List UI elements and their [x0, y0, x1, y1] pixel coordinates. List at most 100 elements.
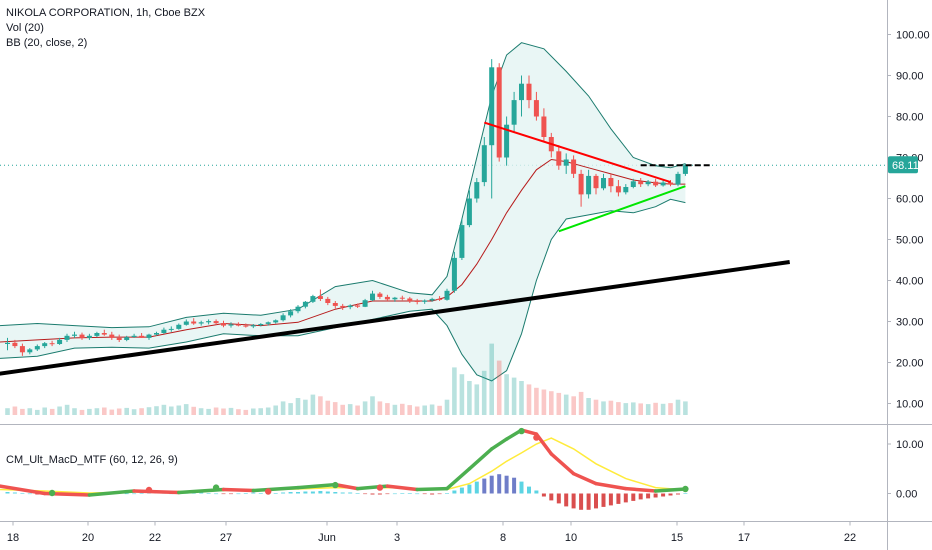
candle[interactable]: [399, 297, 405, 299]
candle[interactable]: [682, 165, 688, 174]
candle[interactable]: [221, 323, 226, 326]
candle[interactable]: [176, 324, 182, 329]
candle[interactable]: [459, 225, 465, 258]
candle[interactable]: [429, 298, 435, 301]
candle[interactable]: [392, 297, 398, 300]
candle[interactable]: [466, 198, 472, 226]
candle[interactable]: [101, 333, 107, 335]
macd-indicator-label[interactable]: CM_Ult_MacD_MTF (60, 12, 26, 9): [6, 454, 178, 466]
candle[interactable]: [12, 342, 18, 347]
candle[interactable]: [79, 334, 85, 338]
candle[interactable]: [489, 67, 495, 146]
candle[interactable]: [347, 305, 353, 308]
candle[interactable]: [384, 296, 390, 300]
candle[interactable]: [124, 337, 130, 340]
candle[interactable]: [27, 349, 33, 353]
candle[interactable]: [608, 178, 614, 187]
candle[interactable]: [161, 329, 167, 333]
candle[interactable]: [481, 145, 487, 183]
candle[interactable]: [593, 175, 599, 189]
candle[interactable]: [451, 257, 457, 291]
candle[interactable]: [295, 306, 301, 312]
candle[interactable]: [533, 100, 539, 117]
candle[interactable]: [630, 181, 636, 187]
candle[interactable]: [504, 124, 510, 158]
trendlines[interactable]: [0, 121, 790, 377]
candle[interactable]: [310, 296, 316, 302]
candle[interactable]: [213, 321, 219, 324]
candle[interactable]: [146, 334, 152, 338]
candle[interactable]: [571, 159, 577, 174]
candle[interactable]: [474, 182, 480, 199]
candle[interactable]: [601, 178, 606, 189]
candle[interactable]: [19, 346, 25, 353]
trendline-resistance[interactable]: [483, 121, 671, 184]
candle[interactable]: [250, 325, 256, 327]
candle[interactable]: [116, 337, 122, 340]
trendline-rising-support[interactable]: [558, 185, 686, 233]
candle[interactable]: [273, 320, 279, 323]
candle[interactable]: [638, 181, 644, 185]
candle[interactable]: [317, 296, 323, 299]
candle[interactable]: [578, 173, 584, 195]
candle[interactable]: [660, 182, 666, 186]
candle[interactable]: [645, 181, 651, 185]
candle[interactable]: [168, 328, 174, 330]
candle[interactable]: [511, 100, 517, 125]
candle[interactable]: [72, 334, 77, 336]
candle[interactable]: [243, 325, 249, 327]
candle[interactable]: [556, 151, 562, 166]
candle[interactable]: [42, 343, 48, 347]
candle[interactable]: [191, 321, 197, 324]
candle[interactable]: [332, 303, 338, 306]
candlesticks[interactable]: [5, 59, 688, 356]
candle[interactable]: [414, 301, 420, 302]
candle[interactable]: [519, 83, 524, 101]
candle[interactable]: [623, 187, 629, 193]
candle[interactable]: [235, 324, 241, 326]
candle[interactable]: [109, 334, 115, 338]
bollinger-indicator-label[interactable]: BB (20, close, 2): [6, 37, 88, 49]
trendline-support[interactable]: [0, 260, 790, 377]
candle[interactable]: [563, 159, 569, 166]
candle[interactable]: [675, 173, 681, 185]
candle[interactable]: [653, 181, 659, 186]
candle[interactable]: [94, 333, 100, 336]
candle[interactable]: [340, 305, 346, 308]
candle[interactable]: [496, 67, 502, 158]
candle[interactable]: [228, 324, 234, 326]
candle[interactable]: [34, 346, 40, 350]
candle[interactable]: [437, 298, 443, 300]
candle[interactable]: [355, 305, 361, 307]
candle[interactable]: [258, 324, 264, 326]
candle[interactable]: [131, 335, 137, 337]
candle[interactable]: [302, 301, 308, 307]
candle[interactable]: [265, 322, 271, 324]
candle[interactable]: [586, 175, 592, 195]
candle[interactable]: [615, 186, 621, 193]
candle[interactable]: [541, 116, 547, 138]
candle[interactable]: [64, 335, 70, 340]
candle[interactable]: [57, 339, 63, 344]
candle[interactable]: [444, 290, 450, 300]
candle[interactable]: [139, 335, 145, 338]
candle[interactable]: [407, 298, 413, 302]
candle[interactable]: [183, 321, 189, 325]
volume-indicator-label[interactable]: Vol (20): [6, 22, 44, 34]
candle[interactable]: [362, 300, 368, 307]
candle[interactable]: [422, 300, 428, 302]
candle[interactable]: [526, 83, 532, 101]
candle[interactable]: [5, 342, 10, 344]
candle[interactable]: [206, 321, 212, 323]
candle[interactable]: [280, 315, 286, 321]
candle[interactable]: [325, 298, 331, 303]
candle[interactable]: [49, 343, 55, 345]
candle[interactable]: [668, 182, 673, 185]
candle[interactable]: [198, 322, 204, 324]
symbol-title[interactable]: NIKOLA CORPORATION, 1h, Cboe BZX: [6, 7, 206, 19]
candle[interactable]: [370, 293, 375, 301]
candle[interactable]: [86, 335, 92, 338]
candle[interactable]: [154, 333, 159, 335]
candle[interactable]: [377, 293, 383, 297]
